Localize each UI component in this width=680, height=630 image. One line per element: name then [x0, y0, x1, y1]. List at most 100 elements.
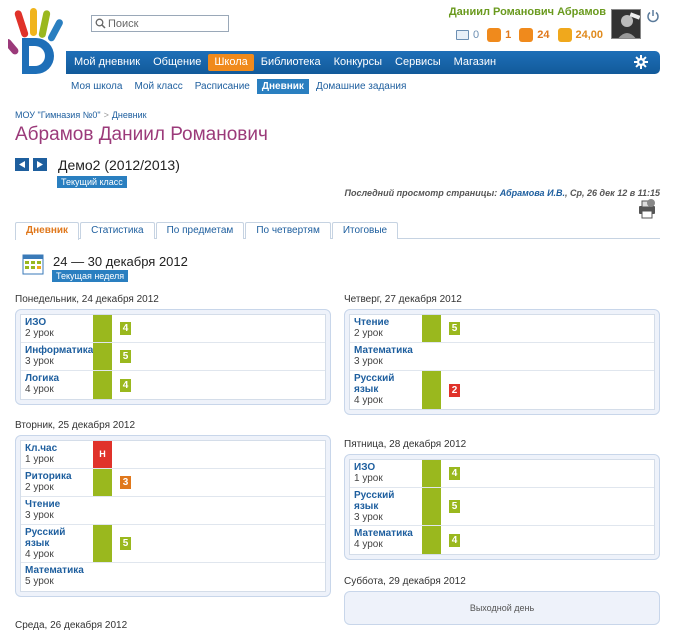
absence-mark[interactable]: Н — [93, 441, 112, 468]
subnav-schedule[interactable]: Расписание — [194, 81, 250, 92]
day-title: Пятница, 28 декабря 2012 — [344, 439, 467, 450]
attendance-bar — [93, 315, 112, 342]
attendance-bar — [93, 343, 112, 370]
lesson-row: ИЗО 2 урок 4 — [21, 315, 325, 343]
grade-mark[interactable]: 4 — [449, 533, 460, 547]
money-counter[interactable]: 24,00 — [557, 28, 603, 42]
last-view-user[interactable]: Абрамова И.В. — [499, 188, 566, 198]
username-link[interactable]: Даниил Романович Абрамов — [448, 6, 606, 18]
grade-mark[interactable]: 4 — [449, 467, 460, 480]
site-logo[interactable] — [4, 8, 68, 78]
grade-mark[interactable]: 5 — [120, 537, 131, 550]
nav-my-diary[interactable]: Мой дневник — [74, 56, 141, 68]
lesson-number: 3 урок — [25, 510, 54, 521]
attendance-bar — [93, 371, 112, 399]
friends-counter[interactable]: 1 — [487, 28, 511, 42]
search-box[interactable] — [91, 15, 229, 32]
sub-nav: Моя школа Мой класс Расписание Дневник Д… — [66, 79, 413, 94]
day-title: Четверг, 27 декабря 2012 — [344, 294, 462, 305]
subject-name[interactable]: Чтение — [25, 499, 61, 510]
subject-name[interactable]: Русский — [354, 373, 395, 384]
attendance-bar — [93, 563, 112, 591]
lesson-row: Русский язык 4 урок 5 — [21, 525, 325, 563]
messages-counter[interactable]: 0 — [456, 29, 479, 41]
nav-contests[interactable]: Конкурсы — [333, 56, 383, 68]
day-panel: Кл.час 1 урок Н Риторика 2 урок 3 Чтение 3 … — [15, 435, 331, 597]
attendance-bar — [93, 497, 112, 524]
subject-name[interactable]: Русский — [25, 527, 66, 538]
subject-name[interactable]: Риторика — [25, 471, 72, 482]
subject-name[interactable]: Логика — [25, 373, 60, 384]
tab-statistics[interactable]: Статистика — [80, 222, 155, 239]
subject-name[interactable]: Чтение — [354, 317, 390, 328]
gear-icon[interactable] — [634, 55, 648, 72]
day-wednesday: Среда, 26 декабря 2012 — [15, 620, 331, 630]
subject-name-line2[interactable]: язык — [25, 538, 50, 549]
nav-services[interactable]: Сервисы — [395, 56, 441, 68]
people-icon — [519, 28, 534, 42]
avatar[interactable] — [611, 9, 641, 39]
lesson-number: 2 урок — [25, 328, 54, 339]
nav-communication[interactable]: Общение — [153, 56, 202, 68]
subject-name[interactable]: Русский — [354, 490, 395, 501]
subject-name[interactable]: Математика — [25, 565, 84, 576]
grade-mark[interactable]: 4 — [120, 322, 131, 335]
grade-mark[interactable]: 4 — [120, 378, 131, 392]
breadcrumb-school[interactable]: МОУ "Гимназия №0" — [15, 110, 101, 120]
next-class-button[interactable] — [33, 158, 47, 171]
last-view-info: Последний просмотр страницы: Абрамова И.… — [345, 188, 660, 198]
tab-diary[interactable]: Дневник — [15, 222, 80, 240]
lesson-number: 2 урок — [354, 328, 383, 339]
attendance-bar — [422, 526, 441, 554]
subject-name[interactable]: ИЗО — [354, 462, 376, 473]
lesson-number: 4 урок — [354, 539, 383, 550]
day-off-panel: Выходной день — [344, 591, 660, 625]
attendance-bar — [93, 469, 112, 496]
grade-mark[interactable]: 5 — [449, 500, 460, 513]
nav-school[interactable]: Школа — [208, 54, 254, 71]
subject-name[interactable]: Математика — [354, 345, 413, 356]
subject-name-line2[interactable]: язык — [354, 384, 379, 395]
day-panel: Чтение 2 урок 5 Математика 3 урок Русский я… — [344, 309, 660, 415]
lesson-row: Кл.час 1 урок Н — [21, 441, 325, 469]
subnav-my-class[interactable]: Мой класс — [134, 81, 183, 92]
subject-name[interactable]: Кл.час — [25, 443, 58, 454]
subject-name[interactable]: ИЗО — [25, 317, 47, 328]
subnav-homework[interactable]: Домашние задания — [315, 81, 407, 92]
search-input[interactable] — [108, 16, 226, 31]
lesson-number: 3 урок — [354, 512, 383, 523]
prev-class-button[interactable] — [15, 158, 29, 171]
attendance-bar — [422, 315, 441, 342]
grade-mark[interactable]: 2 — [449, 383, 460, 397]
attendance-bar — [422, 343, 441, 370]
lesson-row: Логика 4 урок 4 — [21, 371, 325, 399]
nav-shop[interactable]: Магазин — [453, 56, 497, 68]
nav-library[interactable]: Библиотека — [260, 56, 321, 68]
calendar-icon[interactable] — [22, 253, 44, 278]
subnav-diary[interactable]: Дневник — [256, 79, 309, 94]
tab-by-quarter[interactable]: По четвертям — [245, 222, 331, 239]
grade-mark[interactable]: 5 — [120, 350, 131, 363]
lesson-number: 5 урок — [25, 576, 54, 587]
day-title: Среда, 26 декабря 2012 — [15, 620, 128, 630]
lesson-row: Чтение 2 урок 5 — [350, 315, 654, 343]
lesson-number: 4 урок — [25, 549, 54, 560]
grade-mark[interactable]: 5 — [449, 322, 460, 335]
grade-mark[interactable]: 3 — [120, 476, 131, 489]
subject-name[interactable]: Информатика — [25, 345, 94, 356]
day-tuesday: Вторник, 25 декабря 2012 Кл.час 1 урок Н … — [15, 420, 331, 597]
lesson-row: ИЗО 1 урок 4 — [350, 460, 654, 488]
subject-name-line2[interactable]: язык — [354, 501, 379, 512]
breadcrumb-diary[interactable]: Дневник — [111, 110, 147, 120]
lesson-row: Математика 4 урок 4 — [350, 526, 654, 554]
logout-icon[interactable] — [646, 9, 660, 26]
print-icon[interactable] — [636, 198, 658, 223]
tab-by-subject[interactable]: По предметам — [155, 222, 245, 239]
last-view-label: Последний просмотр страницы: — [344, 188, 498, 198]
day-title: Суббота, 29 декабря 2012 — [344, 576, 466, 587]
events-counter[interactable]: 24 — [519, 28, 550, 42]
lesson-row: Математика 5 урок — [21, 563, 325, 591]
tab-final[interactable]: Итоговые — [331, 222, 399, 239]
subject-name[interactable]: Математика — [354, 528, 413, 539]
subnav-my-school[interactable]: Моя школа — [71, 81, 123, 92]
